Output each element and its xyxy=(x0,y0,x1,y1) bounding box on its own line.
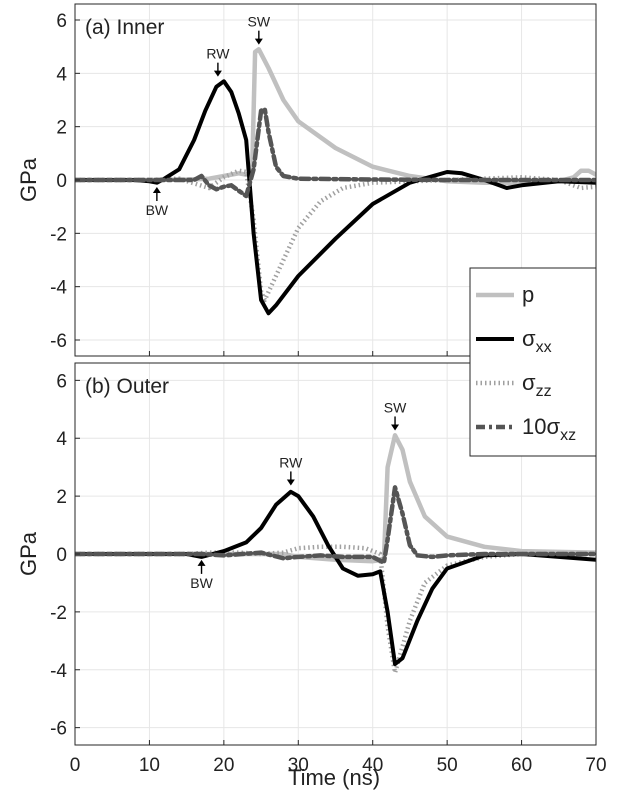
legend-entry-szz: σzz xyxy=(476,370,552,400)
annotation-label: RW xyxy=(279,454,303,470)
annotation-rw: RW xyxy=(279,454,303,486)
x-tick-label: 70 xyxy=(585,755,606,776)
legend: p σxx σzz 10σxz xyxy=(469,267,597,457)
annotation-arrow-head xyxy=(254,38,263,45)
series-line-szz xyxy=(75,544,596,675)
y-tick-label: 2 xyxy=(56,118,67,139)
y-tick-label: 4 xyxy=(56,64,67,85)
series-group xyxy=(75,433,596,675)
x-tick-label: 40 xyxy=(362,755,383,776)
legend-label-szz: σzz xyxy=(522,370,552,400)
y-tick-label: 2 xyxy=(56,487,67,508)
legend-label-p: p xyxy=(522,282,534,307)
series-line-sxx xyxy=(75,489,596,666)
annotation-label: BW xyxy=(190,575,213,591)
annotation-bw: BW xyxy=(190,559,214,591)
legend-label-sxz: 10σxz xyxy=(522,414,576,444)
annotation-label: RW xyxy=(206,46,230,62)
annotation-arrow-head xyxy=(391,424,400,431)
annotation-label: SW xyxy=(384,399,407,415)
x-tick-label: 50 xyxy=(437,755,458,776)
y-tick-label: -4 xyxy=(50,661,67,682)
legend-entry-p: p xyxy=(476,282,534,307)
series-line-szz xyxy=(75,168,596,303)
panel-title: (b) Outer xyxy=(85,375,169,398)
series-group xyxy=(75,47,596,316)
annotation-arrow-head xyxy=(152,187,161,193)
legend-entry-sxz: 10σxz xyxy=(476,414,576,444)
x-axis-title: Time (ns) xyxy=(288,765,380,790)
panel-title: (a) Inner xyxy=(85,16,164,39)
annotation-arrow-head xyxy=(286,479,295,486)
annotation-bw: BW xyxy=(146,187,169,218)
x-tick-label: 30 xyxy=(288,755,309,776)
y-tick-label: 6 xyxy=(56,11,67,32)
y-tick-label: 4 xyxy=(56,429,67,450)
legend-label-sxx: σxx xyxy=(522,326,552,356)
legend-entry-sxx: σxx xyxy=(476,326,552,356)
annotation-sw: SW xyxy=(248,14,271,45)
y-tick-label: -4 xyxy=(50,278,67,299)
y-tick-label: -6 xyxy=(50,331,67,352)
panel-inner: -6 -4 -2 0 2 4 6 GPa (a) Inner SW RW BW xyxy=(16,3,597,357)
y-tick-label: 0 xyxy=(56,171,67,192)
y-tick-label: -2 xyxy=(50,224,67,245)
annotation-label: BW xyxy=(146,202,169,218)
annotation-arrow-head xyxy=(197,559,206,566)
annotation-sw: SW xyxy=(384,399,407,431)
x-tick-label: 20 xyxy=(213,755,234,776)
x-tick-label: 10 xyxy=(139,755,160,776)
annotation-label: SW xyxy=(248,14,271,30)
series-line-sxz xyxy=(75,485,596,565)
y-tick-label: 6 xyxy=(56,371,67,392)
series-line-p xyxy=(75,433,596,564)
series-line-sxz xyxy=(75,107,596,199)
series-line-p xyxy=(75,47,596,185)
y-tick-label: -6 xyxy=(50,719,67,740)
legend-box xyxy=(469,267,597,457)
x-tick-label: 60 xyxy=(511,755,532,776)
y-tick-label: 0 xyxy=(56,545,67,566)
annotation-arrow-head xyxy=(213,70,222,77)
x-tick-label: 0 xyxy=(70,755,81,776)
annotation-rw: RW xyxy=(206,46,230,77)
y-axis-title: GPa xyxy=(16,531,41,576)
y-tick-label: -2 xyxy=(50,603,67,624)
y-axis-title: GPa xyxy=(16,157,41,202)
